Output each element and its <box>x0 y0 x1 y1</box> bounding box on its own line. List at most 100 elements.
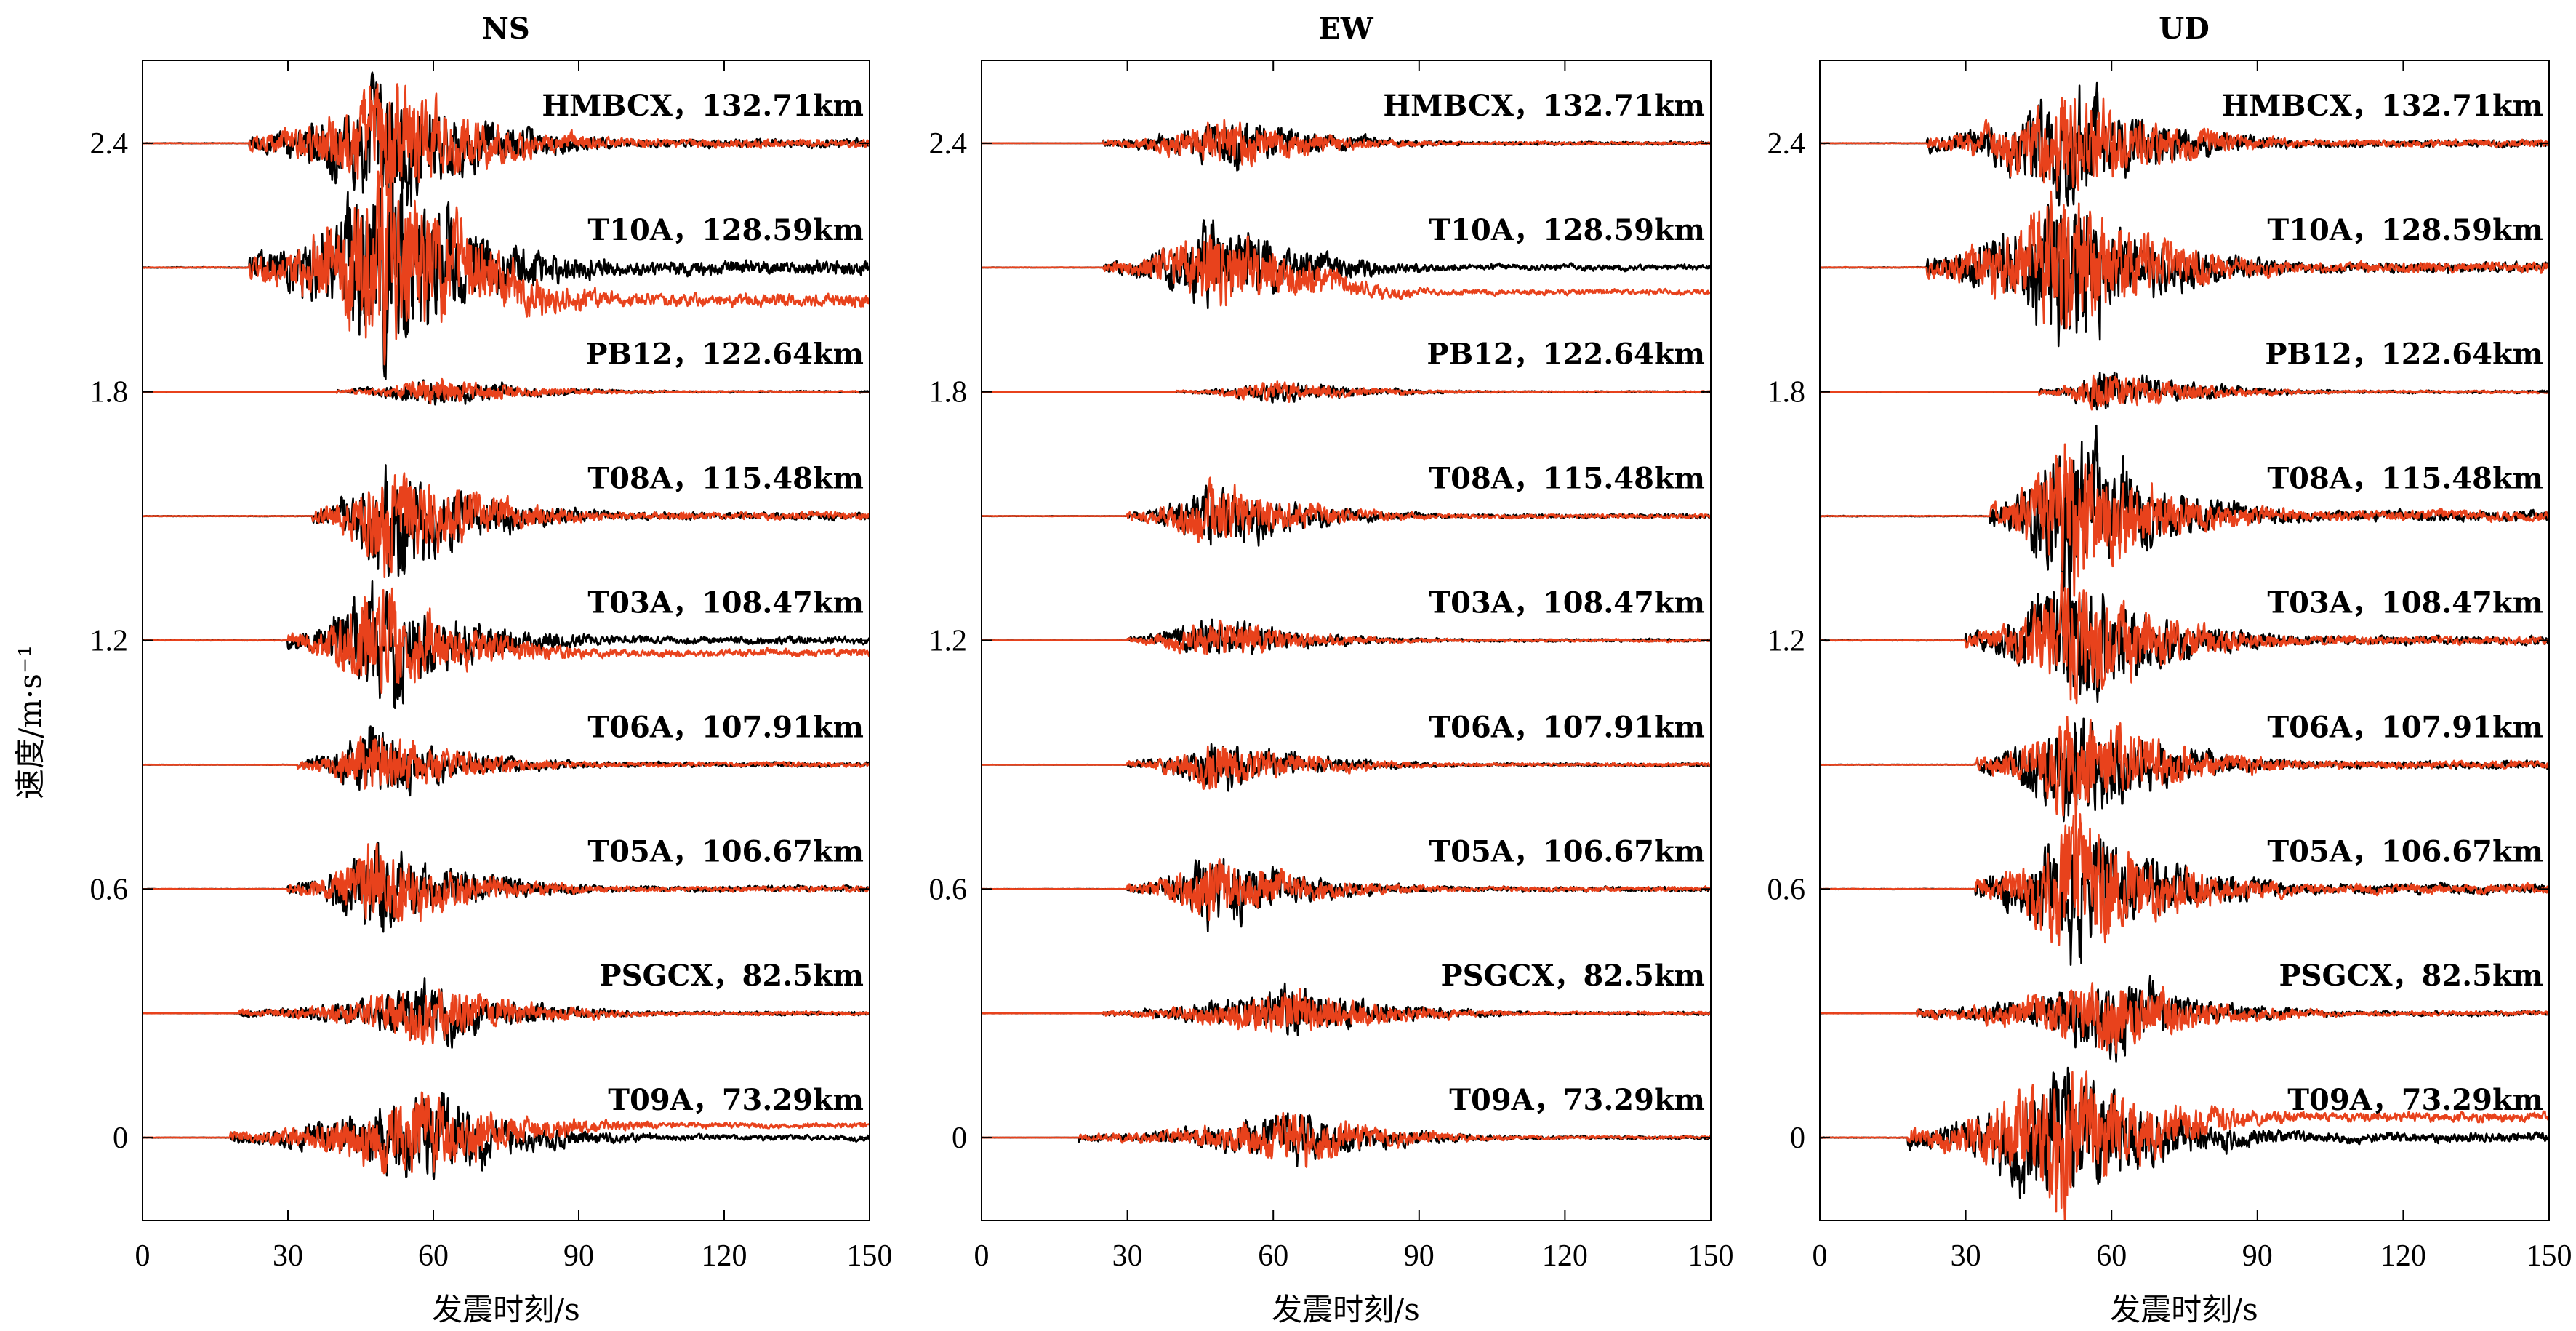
station-label: HMBCX，132.71km <box>1383 89 1705 123</box>
y-tick-label: 0 <box>113 1122 128 1155</box>
y-axis: 0 0.6 1.2 1.8 2.4 <box>90 127 870 1155</box>
station-label: T03A，108.47km <box>2267 586 2543 620</box>
simulated-trace <box>982 380 1711 404</box>
simulated-trace <box>1820 97 2549 192</box>
x-tick-label: 120 <box>702 1239 747 1273</box>
x-tick-label: 150 <box>847 1239 893 1273</box>
x-tick-label: 150 <box>1688 1239 1734 1273</box>
simulated-trace <box>143 472 870 579</box>
simulated-trace <box>143 1091 870 1175</box>
x-tick-label: 60 <box>2096 1239 2127 1273</box>
station-label-group: HMBCX，132.71km T10A，128.59km PB12，122.64km… <box>1383 89 1705 1117</box>
station-label: T09A，73.29km <box>2287 1083 2543 1117</box>
simulated-trace <box>1820 443 2549 597</box>
station-label: T05A，106.67km <box>2267 834 2543 868</box>
y-axis-label: 速度/m·s⁻¹ <box>12 645 48 799</box>
simulated-trace <box>143 83 870 204</box>
x-axis: 0 30 60 90 120 150 <box>1813 60 2572 1273</box>
station-label: PSGCX，82.5km <box>1441 959 1705 993</box>
x-tick-label: 90 <box>2242 1239 2273 1273</box>
y-tick-label: 0 <box>1790 1122 1805 1155</box>
station-label: T06A，107.91km <box>1429 710 1705 744</box>
x-tick-label: 0 <box>135 1239 151 1273</box>
station-label: T05A，106.67km <box>587 834 864 868</box>
panel-title: UD <box>2159 12 2210 46</box>
y-tick-label: 1.8 <box>1768 376 1806 409</box>
simulated-trace <box>982 619 1711 656</box>
x-tick-label: 30 <box>1112 1239 1143 1273</box>
y-tick-label: 2.4 <box>1768 127 1806 161</box>
panel-title: NS <box>482 12 529 46</box>
simulated-trace <box>982 1111 1711 1168</box>
x-tick-label: 60 <box>1258 1239 1288 1273</box>
station-label: PSGCX，82.5km <box>2279 959 2543 993</box>
trace-group <box>1820 81 2549 1220</box>
y-axis: 0 0.6 1.2 1.8 2.4 <box>1768 127 2549 1155</box>
simulated-trace <box>1820 572 2549 705</box>
y-tick-label: 1.8 <box>929 376 968 409</box>
x-axis-label: 发震时刻/s <box>1272 1292 1420 1327</box>
x-axis: 0 30 60 90 120 150 <box>135 60 893 1273</box>
simulated-trace <box>143 170 870 366</box>
simulated-trace <box>143 587 870 695</box>
observed-trace <box>982 618 1711 655</box>
station-label: T09A，73.29km <box>1449 1083 1705 1117</box>
simulated-trace <box>1820 374 2549 411</box>
station-label: T03A，108.47km <box>1429 586 1705 620</box>
station-label-group: HMBCX，132.71km T10A，128.59km PB12，122.64km… <box>542 89 864 1117</box>
simulated-trace <box>982 858 1711 922</box>
y-tick-label: 0.6 <box>90 873 129 906</box>
x-axis-label: 发震时刻/s <box>432 1292 580 1327</box>
x-tick-label: 0 <box>1813 1239 1828 1273</box>
simulated-trace <box>982 988 1711 1033</box>
simulated-trace <box>1820 190 2549 330</box>
simulated-trace <box>982 745 1711 790</box>
y-tick-label: 1.2 <box>90 625 129 658</box>
station-label: T10A，128.59km <box>1429 213 1705 247</box>
y-tick-label: 0 <box>952 1122 967 1155</box>
station-label: T08A，115.48km <box>2267 462 2543 496</box>
observed-trace <box>982 858 1711 933</box>
station-label: HMBCX，132.71km <box>542 89 864 123</box>
station-label: T06A，107.91km <box>2267 710 2543 744</box>
y-tick-label: 2.4 <box>90 127 129 161</box>
panel-title: EW <box>1318 12 1373 46</box>
y-tick-label: 2.4 <box>929 127 968 161</box>
station-label: PB12，122.64km <box>1427 337 1705 372</box>
station-label: T10A，128.59km <box>2267 213 2543 247</box>
x-axis-label: 发震时刻/s <box>2110 1292 2258 1327</box>
simulated-trace <box>1820 1070 2549 1220</box>
simulated-trace <box>1820 813 2549 946</box>
station-label: PB12，122.64km <box>585 337 864 372</box>
trace-group <box>982 119 1711 1168</box>
x-tick-label: 0 <box>974 1239 990 1273</box>
simulated-trace <box>1820 982 2549 1055</box>
x-axis: 0 30 60 90 120 150 <box>974 60 1734 1273</box>
y-tick-label: 1.8 <box>90 376 129 409</box>
station-label: T09A，73.29km <box>608 1083 864 1117</box>
station-label: T10A，128.59km <box>587 213 864 247</box>
simulated-trace <box>143 735 870 790</box>
simulated-trace <box>1820 715 2549 832</box>
station-label-group: HMBCX，132.71km T10A，128.59km PB12，122.64km… <box>2221 89 2543 1117</box>
x-tick-label: 60 <box>418 1239 449 1273</box>
x-tick-label: 30 <box>273 1239 303 1273</box>
y-tick-label: 0.6 <box>929 873 968 906</box>
station-label: PB12，122.64km <box>2265 337 2543 372</box>
x-tick-label: 150 <box>2527 1239 2572 1273</box>
x-tick-label: 90 <box>1404 1239 1435 1273</box>
x-tick-label: 90 <box>563 1239 594 1273</box>
x-tick-label: 120 <box>2380 1239 2426 1273</box>
simulated-trace <box>143 988 870 1045</box>
trace-group <box>143 71 870 1180</box>
y-tick-label: 0.6 <box>1768 873 1806 906</box>
x-tick-label: 120 <box>1542 1239 1588 1273</box>
station-label: T08A，115.48km <box>587 462 864 496</box>
x-tick-label: 30 <box>1951 1239 1981 1273</box>
station-label: T05A，106.67km <box>1429 834 1705 868</box>
station-label: HMBCX，132.71km <box>2221 89 2543 123</box>
panel-ew: EW HMBCX，132.71km T10A，128.59km PB12，122.6… <box>929 12 1734 1327</box>
observed-trace <box>143 176 870 380</box>
panel-ud: UD HMBCX，132.71km T10A，128.59km PB12，122.6… <box>1768 12 2572 1327</box>
